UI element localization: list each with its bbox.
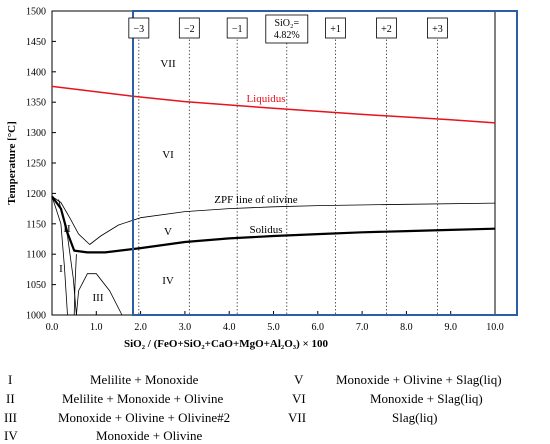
region-label-i: I: [59, 263, 63, 275]
legend-desc: Melilite + Monoxide: [90, 372, 199, 387]
phase-legend: I Melilite + Monoxide II Melilite + Mono…: [0, 366, 550, 444]
boundary-line-iv: [73, 254, 77, 316]
phase-diagram: 0.0 1.0 2.0 3.0 4.0 5.0 6.0 7.0 8.0 9.0 10.0 1000 10…: [6, 7, 518, 350]
legend-id: III: [4, 410, 17, 425]
y-tick-label: 1150: [26, 219, 46, 230]
boundary-line-iii-iv: [76, 273, 123, 316]
x-tick-label: 2.0: [134, 322, 147, 333]
y-tick-label: 1500: [26, 7, 46, 18]
region-label-vi: VI: [162, 149, 174, 161]
legend-id: II: [6, 391, 15, 406]
deviation-label: +2: [381, 24, 392, 35]
legend-desc: Monoxide + Slag(liq): [370, 391, 483, 406]
x-tick-label: 10.0: [486, 322, 504, 333]
region-label-ii: II: [63, 223, 71, 235]
plot-frame: [51, 10, 496, 316]
y-axis-label: Temperature [°C]: [6, 121, 18, 205]
x-tick-label: 0.0: [46, 322, 59, 333]
region-label-vii: VII: [160, 58, 176, 70]
legend-id: VII: [288, 410, 307, 425]
legend-desc: Monoxide + Olivine + Olivine#2: [58, 410, 231, 425]
legend-id: I: [8, 372, 13, 387]
zpf-label: ZPF line of olivine: [214, 194, 298, 206]
x-tick-label: 1.0: [90, 322, 103, 333]
deviation-box: [128, 17, 150, 39]
deviation-box: [325, 17, 346, 39]
deviation-box: [427, 17, 448, 39]
y-tick-label: 1450: [26, 37, 46, 48]
x-axis-label: SiO₂ / (FeO+SiO₂+CaO+MgO+Al₂O₃) × 100: [124, 338, 329, 350]
liquidus-label: Liquidus: [246, 93, 285, 105]
x-tick-label: 7.0: [356, 322, 369, 333]
legend-desc: Slag(liq): [392, 410, 438, 425]
y-tick-label: 1300: [26, 128, 46, 139]
legend-id: VI: [292, 391, 306, 406]
legend-id: V: [294, 372, 304, 387]
boundary-line-i-ii: [51, 196, 68, 316]
y-tick-label: 1200: [26, 189, 46, 200]
highlight-box: [132, 10, 518, 316]
deviation-label: +1: [330, 24, 341, 35]
deviation-label: SiO₂=: [274, 18, 299, 29]
deviation-label: −2: [184, 24, 195, 35]
x-tick-label: 8.0: [400, 322, 413, 333]
y-tick-label: 1100: [26, 250, 46, 261]
deviation-box: [376, 17, 397, 39]
boundary-line-ii-iii: [58, 199, 77, 316]
x-tick-label: 6.0: [312, 322, 325, 333]
y-tick-label: 1000: [26, 311, 46, 322]
region-label-iv: IV: [162, 275, 174, 287]
deviation-label: −1: [232, 24, 243, 35]
y-tick-label: 1250: [26, 159, 46, 170]
zpf-olivine-line: [51, 196, 496, 245]
deviation-label: 4.82%: [274, 30, 300, 41]
deviation-label: −3: [134, 24, 145, 35]
x-tick-label: 3.0: [179, 322, 192, 333]
legend-desc: Monoxide + Olivine: [96, 428, 203, 443]
region-label-iii: III: [93, 292, 104, 304]
deviation-box: [265, 14, 309, 44]
y-tick-label: 1050: [26, 280, 46, 291]
solidus-line: [51, 195, 496, 254]
x-tick-label: 5.0: [267, 322, 280, 333]
y-tick-label: 1350: [26, 98, 46, 109]
legend-desc: Melilite + Monoxide + Olivine: [62, 391, 224, 406]
deviation-box: [178, 17, 200, 39]
legend-desc: Monoxide + Olivine + Slag(liq): [336, 372, 502, 387]
liquidus-line: [51, 85, 496, 124]
legend-id: IV: [4, 428, 18, 443]
y-tick-label: 1400: [26, 67, 46, 78]
x-tick-label: 4.0: [223, 322, 236, 333]
region-label-v: V: [164, 226, 172, 238]
x-tick-label: 9.0: [444, 322, 457, 333]
deviation-box: [226, 17, 248, 39]
solidus-label: Solidus: [249, 224, 282, 236]
deviation-label: +3: [432, 24, 443, 35]
